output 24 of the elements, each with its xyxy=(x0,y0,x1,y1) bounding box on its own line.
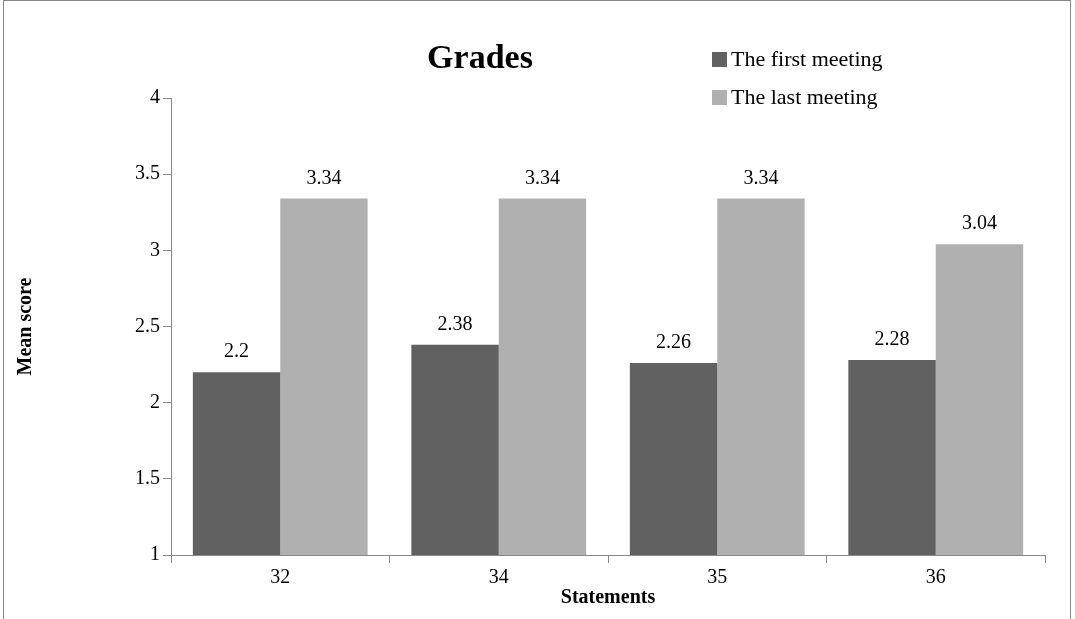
legend-label: The first meeting xyxy=(731,46,883,72)
x-tick-label: 35 xyxy=(707,565,728,588)
y-tick-label: 3 xyxy=(150,237,160,260)
data-label: 3.04 xyxy=(961,211,997,234)
data-label: 2.2 xyxy=(224,339,250,362)
data-label: 3.34 xyxy=(524,165,560,188)
y-tick-label: 1 xyxy=(150,542,160,565)
y-tick-label: 1.5 xyxy=(135,466,160,489)
y-tick-label: 4 xyxy=(150,85,160,108)
chart-title: Grades xyxy=(426,38,534,76)
x-axis-title: Statements xyxy=(560,585,656,608)
data-label: 3.34 xyxy=(743,165,779,188)
x-tick-label: 34 xyxy=(488,565,509,588)
y-tick-label: 2 xyxy=(150,389,160,412)
y-tick-label: 2.5 xyxy=(135,313,160,336)
x-tick-label: 32 xyxy=(270,565,291,588)
data-label: 2.38 xyxy=(437,312,473,335)
y-tick-label: 3.5 xyxy=(135,161,160,184)
y-axis-title: Mean score xyxy=(13,277,36,376)
legend-label: The last meeting xyxy=(731,84,878,110)
data-label: 3.34 xyxy=(306,165,342,188)
x-tick-label: 36 xyxy=(925,565,946,588)
data-label: 2.28 xyxy=(874,327,910,350)
data-label: 2.26 xyxy=(656,330,692,353)
